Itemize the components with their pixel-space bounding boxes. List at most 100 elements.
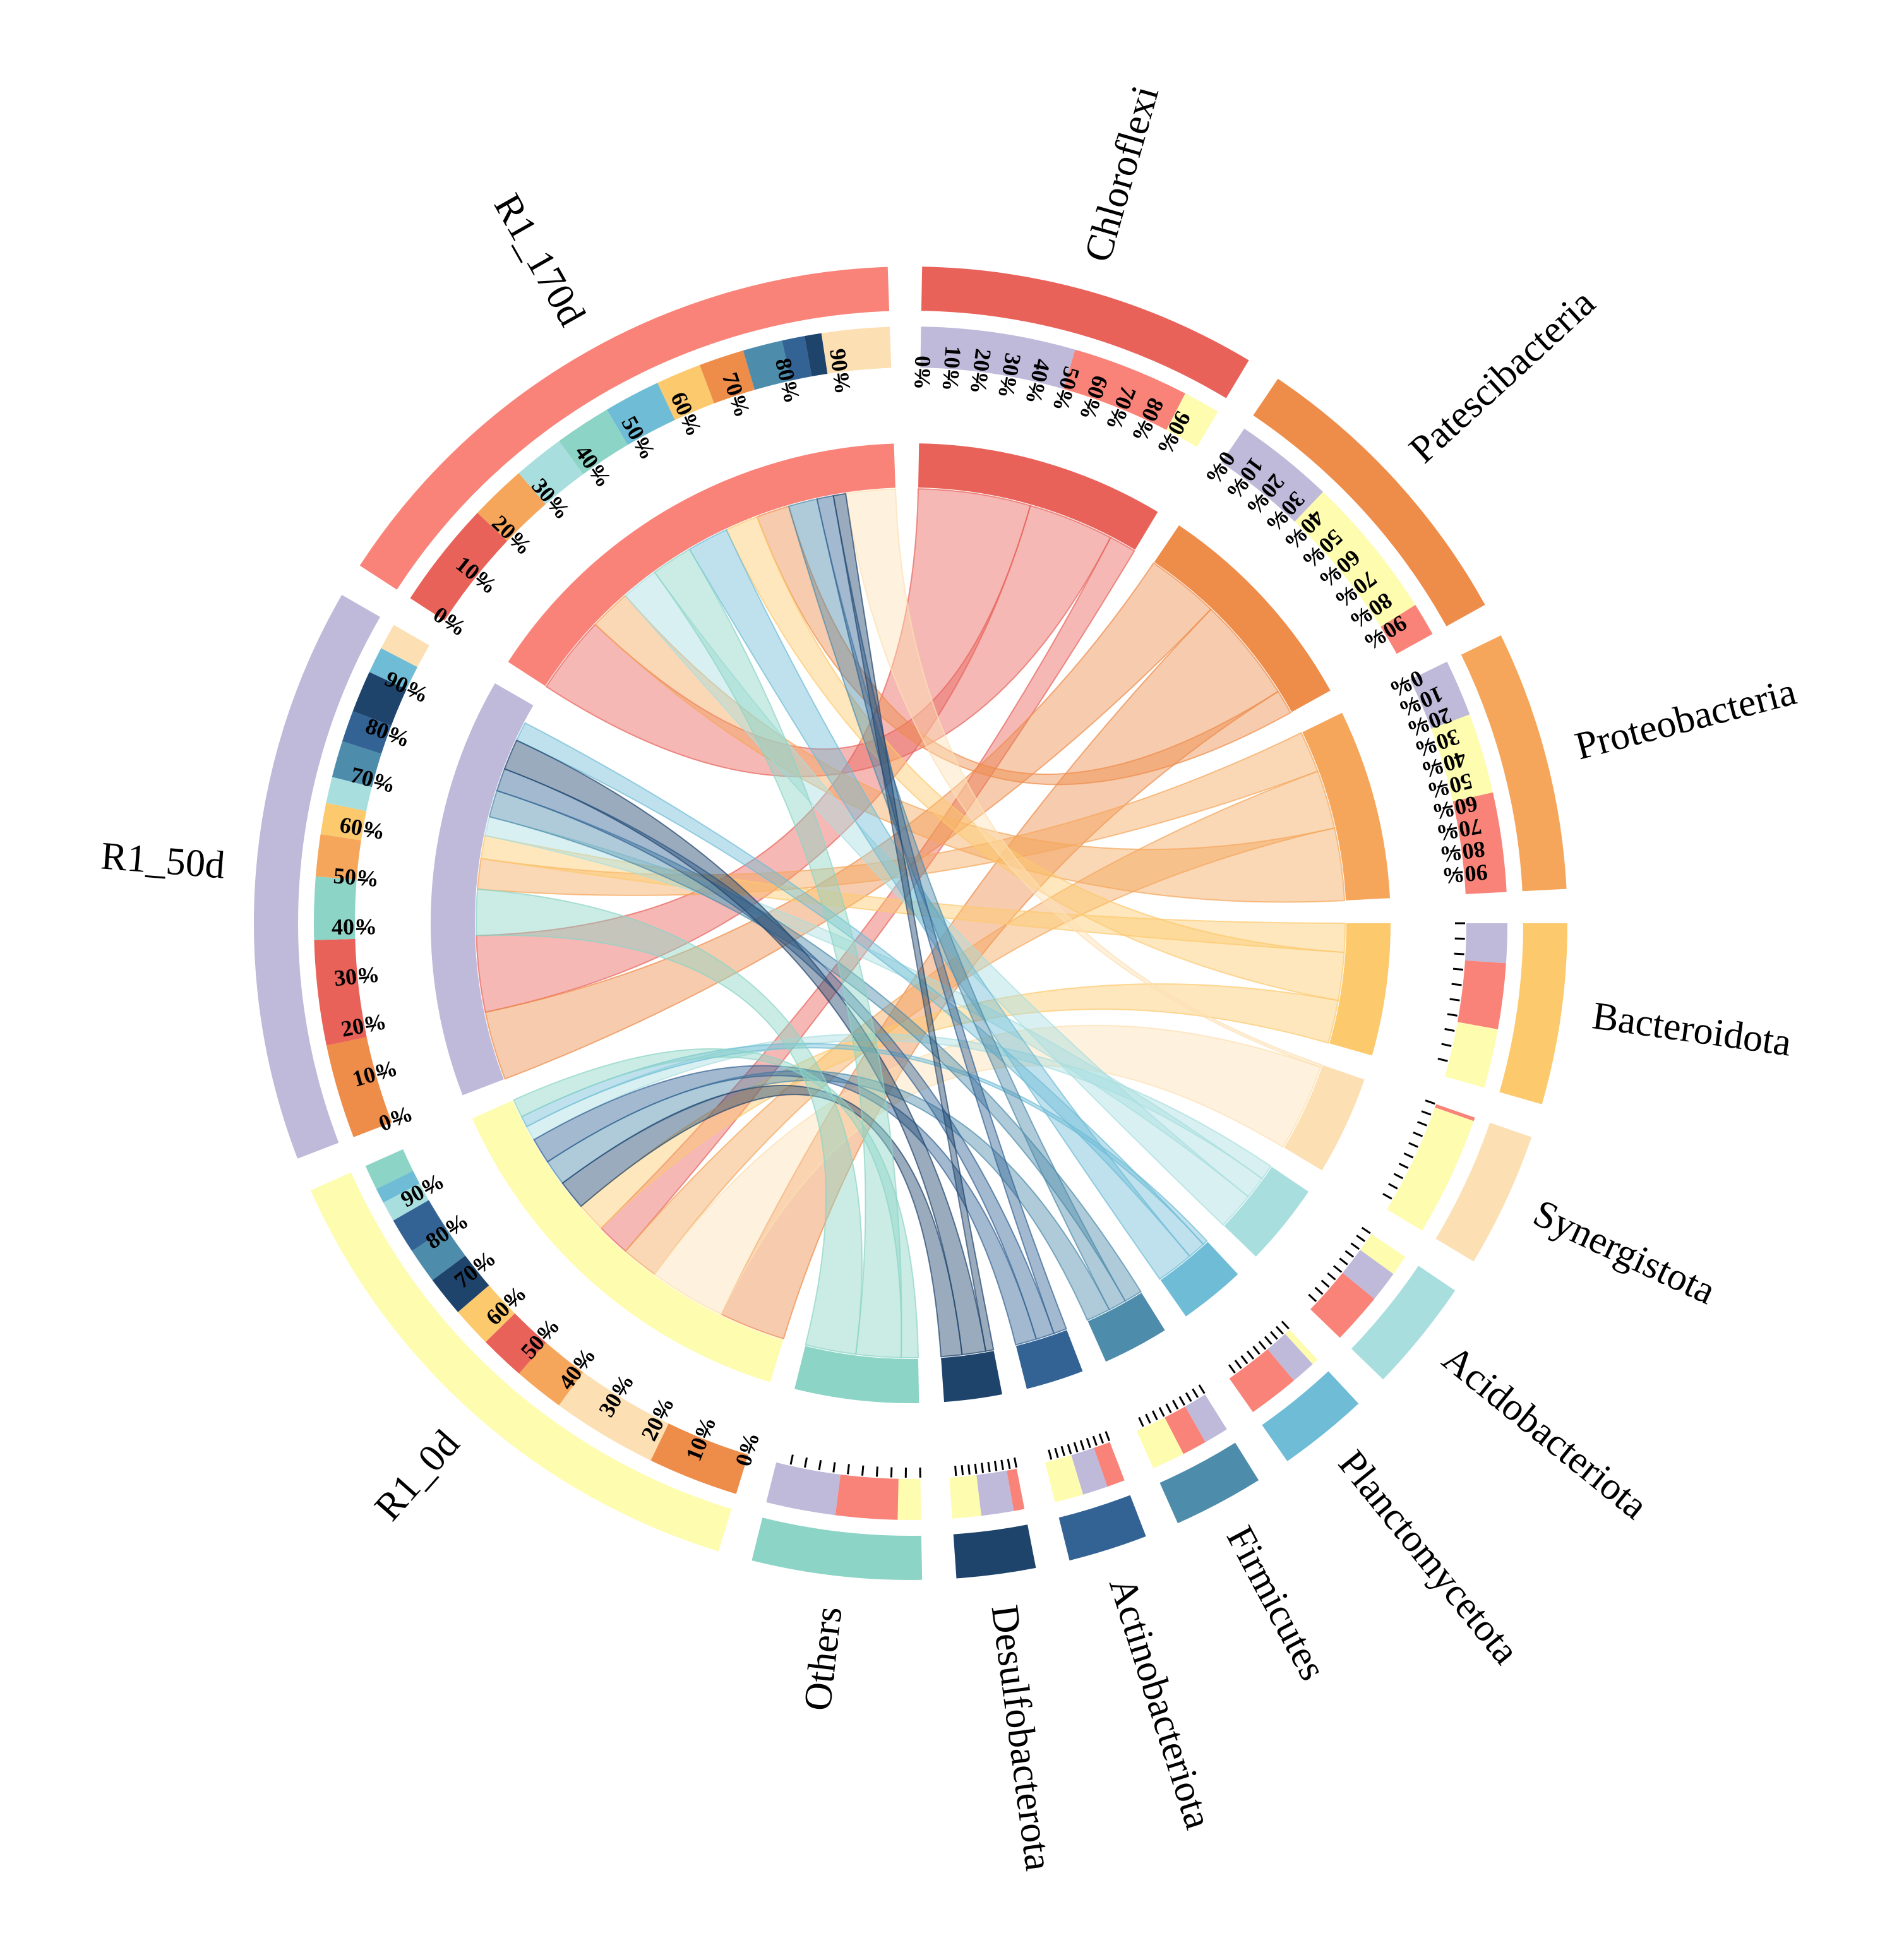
composition-r1_170d-actinobacteriota[interactable] [782,336,812,381]
composition-r1_50d-desulfobacterota[interactable] [352,672,407,726]
inner-arc-proteobacteria[interactable] [1302,712,1390,901]
composition-r1_170d-firmicutes[interactable] [743,340,791,390]
composition-actinobacteriota-r1_0d[interactable] [1045,1455,1084,1502]
outer-arc-r1_50d[interactable] [254,595,380,1159]
chord-others-r1_0d[interactable] [513,1048,919,1358]
inner-arc-planctomycetota[interactable] [1160,1242,1238,1317]
chord-actinobacteriota-r1_50d[interactable] [496,768,1055,1340]
outer-arc-r1_0d[interactable] [310,1172,732,1552]
chord-proteobacteria-r1_170d[interactable] [594,594,1346,903]
composition-bacteroidota-r1_0d[interactable] [1444,1022,1498,1088]
composition-r1_0d-others[interactable] [365,1149,414,1189]
composition-acidobacteriota-r1_170d[interactable] [1310,1272,1375,1338]
outer-arc-synergistota[interactable] [1435,1122,1532,1262]
composition-others-r1_170d[interactable] [835,1475,899,1520]
outer-arc-acidobacteriota[interactable] [1351,1266,1456,1380]
inner-arc-bacteroidota[interactable] [1329,923,1391,1056]
chord-desulfobacterota-r1_50d[interactable] [503,739,987,1356]
inner-arc-firmicutes[interactable] [1087,1293,1165,1362]
chord-acidobacteriota-r1_170d[interactable] [624,571,1250,1226]
composition-planctomycetota-r1_170d[interactable] [1229,1349,1294,1413]
composition-acidobacteriota-r1_0d[interactable] [1360,1234,1406,1274]
composition-synergistota-r1_0d[interactable] [1387,1107,1474,1231]
outer-arc-actinobacteriota[interactable] [1058,1495,1146,1561]
composition-firmicutes-r1_0d[interactable] [1136,1417,1183,1469]
inner-arc-r1_170d[interactable] [508,443,895,686]
composition-r1_0d-bacteroidota[interactable] [458,1285,515,1343]
inner-arc-synergistota[interactable] [1284,1065,1365,1171]
composition-r1_170d-planctomycetota[interactable] [607,383,675,445]
composition-r1_50d-synergistota[interactable] [381,625,429,667]
composition-r1_50d-chloroflexi[interactable] [314,938,367,1046]
chord-others-r1_50d[interactable] [476,888,863,1355]
chord-bacteroidota-r1_50d[interactable] [480,835,1346,954]
inner-arc-patescibacteria[interactable] [1154,525,1331,712]
inner-arc-chloroflexi[interactable] [918,443,1158,550]
outer-arc-firmicutes[interactable] [1159,1442,1259,1524]
composition-r1_50d-bacteroidota[interactable] [320,803,367,841]
composition-r1_50d-actinobacteriota[interactable] [342,711,392,754]
composition-proteobacteria-r1_170d[interactable] [1452,792,1507,894]
composition-r1_0d-proteobacteria[interactable] [518,1343,584,1406]
composition-desulfobacterota-r1_50d[interactable] [976,1470,1014,1516]
composition-proteobacteria-r1_50d[interactable] [1410,661,1470,729]
composition-r1_0d-patescibacteria[interactable] [650,1423,748,1494]
composition-r1_0d-chloroflexi[interactable] [485,1313,546,1374]
outer-arc-bacteroidota[interactable] [1499,923,1567,1104]
outer-arc-others[interactable] [751,1517,923,1580]
composition-r1_170d-others[interactable] [559,409,628,474]
inner-arc-actinobacteriota[interactable] [1015,1330,1083,1389]
composition-r1_0d-planctomycetota[interactable] [376,1171,420,1203]
outer-arc-proteobacteria[interactable] [1461,635,1567,892]
chord-synergistota-r1_0d[interactable] [654,1024,1322,1315]
composition-chloroflexi-r1_170d[interactable] [1063,349,1185,430]
composition-actinobacteriota-r1_50d[interactable] [1071,1447,1108,1495]
chord-actinobacteriota-r1_170d[interactable] [816,494,1067,1334]
composition-actinobacteriota-r1_170d[interactable] [1094,1442,1125,1487]
composition-r1_0d-synergistota[interactable] [559,1372,669,1461]
outer-arc-planctomycetota[interactable] [1262,1371,1359,1461]
composition-r1_170d-synergistota[interactable] [821,326,892,374]
composition-r1_50d-acidobacteriota[interactable] [326,777,372,811]
outer-arc-r1_170d[interactable] [359,266,890,590]
composition-r1_170d-bacteroidota[interactable] [657,365,714,421]
composition-r1_50d-firmicutes[interactable] [332,741,381,787]
composition-r1_0d-actinobacteriota[interactable] [393,1200,446,1251]
composition-synergistota-r1_170d[interactable] [1435,1104,1475,1122]
chord-others-r1_170d[interactable] [654,548,902,1358]
chord-firmicutes-r1_170d[interactable] [787,498,1127,1311]
chord-desulfobacterota-r1_0d[interactable] [561,1084,963,1358]
composition-proteobacteria-r1_0d[interactable] [1431,714,1493,802]
composition-chloroflexi-r1_0d[interactable] [1166,393,1218,447]
inner-arc-r1_50d[interactable] [430,683,534,1096]
outer-arc-desulfobacterota[interactable] [953,1524,1036,1579]
composition-r1_50d-others[interactable] [314,876,357,940]
composition-others-r1_0d[interactable] [897,1478,921,1521]
composition-r1_170d-acidobacteriota[interactable] [518,441,584,505]
composition-r1_170d-chloroflexi[interactable] [410,513,508,621]
composition-firmicutes-r1_170d[interactable] [1165,1406,1206,1454]
inner-arc-others[interactable] [794,1346,919,1404]
composition-r1_0d-desulfobacterota[interactable] [432,1255,489,1312]
inner-arc-desulfobacterota[interactable] [941,1351,1002,1403]
composition-r1_170d-patescibacteria[interactable] [700,350,755,404]
chord-acidobacteriota-r1_50d[interactable] [484,816,1263,1198]
composition-desulfobacterota-r1_170d[interactable] [1007,1468,1025,1511]
chord-patescibacteria-r1_0d[interactable] [720,608,1279,1340]
composition-r1_170d-proteobacteria[interactable] [477,473,546,541]
composition-bacteroidota-r1_50d[interactable] [1465,923,1507,964]
chord-actinobacteriota-r1_0d[interactable] [533,1065,1038,1346]
composition-patescibacteria-r1_170d[interactable] [1380,604,1433,654]
composition-acidobacteriota-r1_50d[interactable] [1342,1250,1394,1299]
composition-r1_50d-patescibacteria[interactable] [326,1037,392,1137]
inner-arc-acidobacteriota[interactable] [1224,1166,1309,1257]
chord-firmicutes-r1_50d[interactable] [488,789,1142,1302]
composition-bacteroidota-r1_170d[interactable] [1458,960,1506,1029]
composition-chloroflexi-r1_50d[interactable] [920,326,1075,390]
composition-patescibacteria-r1_50d[interactable] [1221,428,1324,522]
composition-desulfobacterota-r1_0d[interactable] [949,1475,981,1519]
composition-firmicutes-r1_50d[interactable] [1185,1394,1227,1442]
composition-planctomycetota-r1_0d[interactable] [1284,1329,1318,1365]
composition-r1_170d-desulfobacterota[interactable] [804,333,828,376]
chord-bacteroidota-r1_0d[interactable] [580,983,1339,1230]
